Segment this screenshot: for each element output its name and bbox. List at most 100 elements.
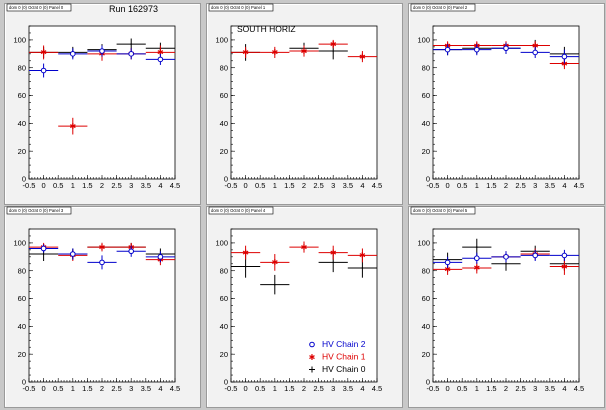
chart-pad-5: dom 0 (0) Octnt 0 (0) Panel 402040608010… [206,206,403,408]
series-hv-chain-1: ✱ ✱ ✱ ✱ ✱ [231,40,377,63]
data-point [474,46,480,53]
data-point: ✱ [330,40,337,49]
series-hv-chain-0 [231,252,377,295]
legend-item: HV Chain 2 [309,339,366,349]
x-tick-label: 3 [331,181,335,190]
x-tick-label: 2 [302,181,306,190]
x-tick-label: 0 [446,181,450,190]
legend-label: HV Chain 0 [322,364,366,374]
run-label: Run 162973 [109,4,158,14]
x-tick-label: 0.5 [53,384,63,393]
x-tick-label: 0 [446,384,450,393]
data-point: ✱ [301,47,308,56]
data-point [128,51,134,57]
series-hv-chain-2 [433,42,579,64]
y-tick-label: 80 [220,63,228,72]
x-tick-label: 0.5 [457,181,467,190]
data-point: ✱ [444,265,451,274]
pad-title-box [208,3,274,12]
data-point [561,252,568,259]
data-point: ✱ [532,41,539,50]
legend-label: HV Chain 1 [322,352,366,362]
x-tick-label: 2 [504,181,508,190]
data-point: ✱ [561,262,568,271]
chart-pad-2: dom 0 (0) Octnt 0 (0) Panel 102040608010… [206,3,403,205]
data-point [70,251,76,257]
y-tick-label: 0 [224,378,228,387]
data-point [244,265,247,268]
y-tick-label: 60 [220,294,228,303]
x-tick-label: 0 [42,181,46,190]
data-point [70,51,76,57]
x-tick-label: 3.5 [343,384,353,393]
pad-title-box [6,206,72,215]
data-point [532,49,539,56]
x-tick-label: 1.5 [486,181,496,190]
data-point [274,283,276,286]
x-tick-label: 1.5 [82,384,92,393]
data-point [157,254,164,260]
data-point [532,252,539,259]
x-tick-label: 4 [158,181,162,190]
x-tick-label: 4 [360,384,364,393]
x-tick-label: 4.5 [170,384,180,393]
x-tick-label: 2 [100,181,104,190]
x-tick-label: -0.5 [427,384,440,393]
data-point [332,50,335,52]
x-tick-label: 3 [533,181,537,190]
data-point [503,45,509,52]
x-tick-label: 2.5 [313,384,323,393]
x-tick-label: 2 [100,384,104,393]
data-point: ✱ [157,48,164,57]
data-point [40,67,47,74]
y-tick-label: 80 [18,266,26,275]
x-tick-label: 1.5 [284,384,294,393]
pad-title: dom 0 (0) Octnt 0 (0) Panel 1 [211,5,266,10]
y-tick-label: 40 [18,119,26,128]
x-tick-label: 2.5 [515,181,525,190]
data-point [444,46,451,53]
y-tick-label: 20 [18,350,26,359]
x-tick-label: 3.5 [545,384,555,393]
data-point: ✱ [301,243,308,252]
x-tick-label: -0.5 [23,384,36,393]
y-tick-label: 100 [215,36,228,45]
x-tick-label: 3.5 [141,181,151,190]
chart-pad-1: dom 0 (0) Octnt 0 (0) Panel 002040608010… [4,3,201,205]
x-tick-label: 1.5 [486,384,496,393]
y-tick-label: 100 [417,36,430,45]
x-tick-label: 0.5 [255,181,265,190]
y-tick-label: 40 [422,322,430,331]
data-point [561,53,568,60]
pad-title-box [6,3,72,12]
x-tick-label: 1 [273,181,277,190]
data-point [40,245,47,252]
data-point [505,262,507,265]
data-point: ✱ [69,122,76,131]
x-tick-label: 0.5 [457,384,467,393]
data-point [99,48,105,54]
y-tick-label: 60 [220,91,228,100]
y-tick-label: 20 [422,350,430,359]
x-tick-label: 3.5 [343,181,353,190]
series-hv-chain-2 [433,249,579,268]
legend-item: HV Chain 0 [309,364,366,374]
x-tick-label: 2.5 [515,384,525,393]
y-tick-label: 80 [18,63,26,72]
x-tick-label: 4.5 [372,384,382,393]
x-tick-label: 4.5 [170,181,180,190]
y-tick-label: 40 [220,119,228,128]
x-tick-label: 1 [475,181,479,190]
x-tick-label: -0.5 [427,181,440,190]
series-hv-chain-1: ✱ ✱ ✱ ✱ ✱ [231,241,377,271]
x-tick-label: 4 [158,384,162,393]
pads-layer: dom 0 (0) Octnt 0 (0) Panel 002040608010… [4,3,605,408]
data-point [332,261,335,264]
x-tick-label: 4.5 [574,181,584,190]
x-tick-label: 1.5 [284,181,294,190]
data-point: ✱ [242,48,249,57]
data-point [503,254,509,260]
chart-pad-3: dom 0 (0) Octnt 0 (0) Panel 202040608010… [408,3,605,205]
x-tick-label: 3.5 [141,384,151,393]
